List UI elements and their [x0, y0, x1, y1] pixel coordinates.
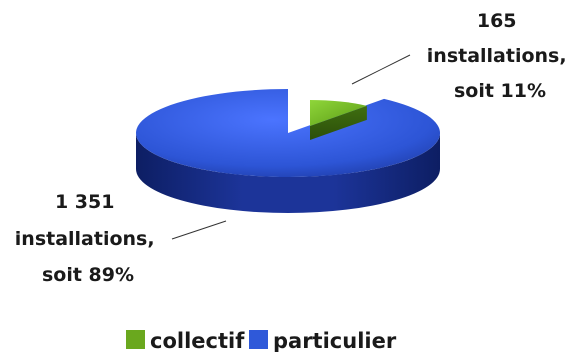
- legend-swatch-collectif: [126, 330, 145, 349]
- slice-collectif: [310, 100, 367, 126]
- slice-side-collectif: [310, 105, 367, 140]
- data-label-particulier: 1 351 installations, soit 89%: [15, 191, 161, 286]
- legend-label-collectif: collectif: [150, 329, 245, 352]
- legend-label-particulier: particulier: [273, 329, 397, 352]
- legend-swatch-particulier: [249, 330, 268, 349]
- slice-side-particulier: [136, 133, 440, 213]
- legend: collectif particulier: [126, 329, 397, 352]
- leader-line-particulier: [171, 220, 227, 240]
- pie-slices: [136, 89, 441, 213]
- data-label-collectif: 165 installations, soit 11%: [427, 10, 573, 102]
- leader-line-collectif: [351, 54, 411, 85]
- slice-particulier: [136, 89, 441, 177]
